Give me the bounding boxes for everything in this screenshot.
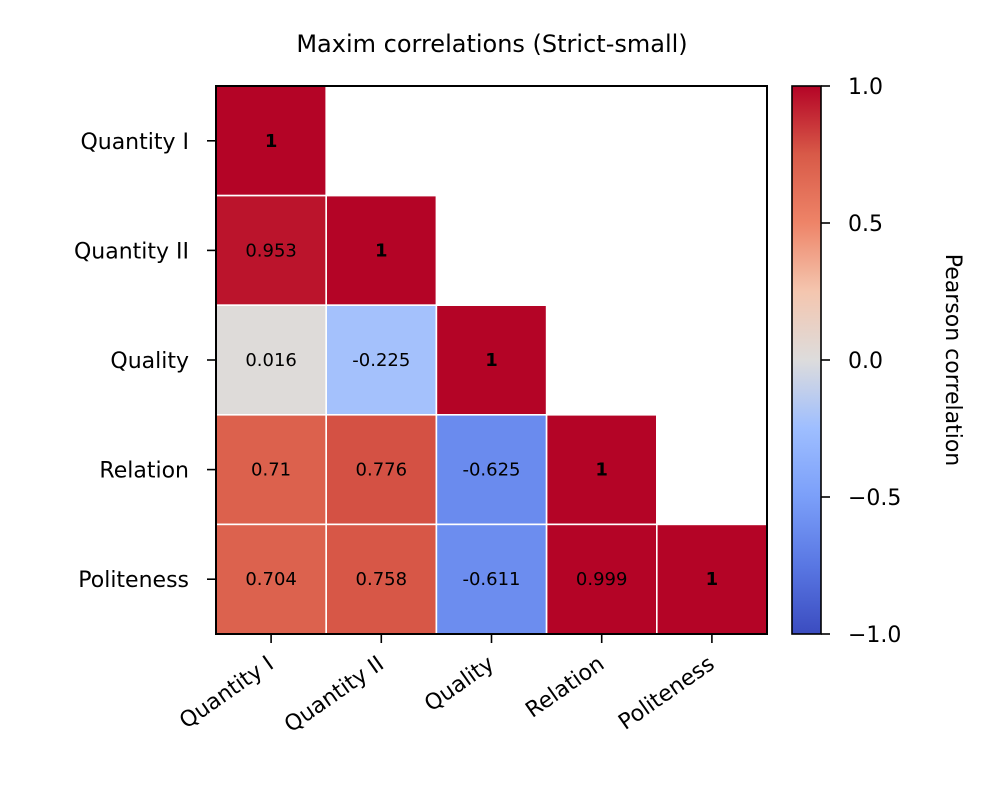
colorbar xyxy=(791,85,822,635)
y-tick-label: Quantity I xyxy=(80,130,189,155)
colorbar-tick-label: −1.0 xyxy=(848,623,901,648)
cell-value-label: 0.776 xyxy=(356,460,408,481)
x-tick-label: Politeness xyxy=(614,651,719,735)
cell-value-label: -0.625 xyxy=(462,460,520,481)
cell-value-label: 0.999 xyxy=(576,569,628,590)
x-tick-label: Quantity II xyxy=(280,651,389,737)
heatmap-cell xyxy=(215,304,327,416)
y-tick-label: Quality xyxy=(110,349,189,374)
cell-value-label: -0.225 xyxy=(352,350,410,371)
cell-value-label: 1 xyxy=(265,131,278,152)
heatmap-cell xyxy=(215,85,327,197)
heatmap-cell xyxy=(325,413,438,526)
heatmap-cells xyxy=(215,85,768,635)
cell-value-label: 1 xyxy=(706,569,719,590)
colorbar-label: Pearson correlation xyxy=(940,254,965,466)
heatmap-cell xyxy=(545,523,658,635)
x-axis: Quantity I Quantity II Quality Relation Poli… xyxy=(175,634,719,738)
chart-title: Maxim correlations (Strict-small) xyxy=(296,30,687,58)
y-tick-label: Quantity II xyxy=(74,239,189,264)
cell-value-labels: 1 0.953 1 0.016 -0.225 1 0.71 0.776 -0.625 1 0.704… xyxy=(245,131,718,590)
colorbar-tick-label: 0.5 xyxy=(848,212,883,237)
y-tick-label: Politeness xyxy=(78,568,189,593)
heatmap-cell xyxy=(325,194,438,307)
x-tick-label: Relation xyxy=(521,651,609,723)
x-tick-label: Quantity I xyxy=(175,651,278,734)
heatmap-cell xyxy=(325,523,438,635)
cell-value-label: 0.016 xyxy=(245,350,297,371)
colorbar-axis: 1.0 0.5 0.0 −0.5 −1.0 xyxy=(821,75,901,648)
colorbar-tick-label: 0.0 xyxy=(848,349,883,374)
colorbar-tick-label: 1.0 xyxy=(848,75,883,100)
heatmap-cell xyxy=(215,194,327,307)
cell-value-label: 0.758 xyxy=(356,569,408,590)
cell-value-label: 1 xyxy=(595,460,608,481)
cell-value-label: 1 xyxy=(375,240,388,261)
y-axis: Quantity I Quantity II Quality Relation Poli… xyxy=(74,130,216,593)
x-tick-label: Quality xyxy=(420,651,499,717)
colorbar-tick-label: −0.5 xyxy=(848,486,901,511)
heatmap-cell xyxy=(435,304,548,416)
cell-value-label: -0.611 xyxy=(462,569,520,590)
cell-value-label: 0.71 xyxy=(251,460,291,481)
cell-value-label: 0.953 xyxy=(245,240,297,261)
cell-value-label: 1 xyxy=(485,350,498,371)
cell-value-label: 0.704 xyxy=(245,569,297,590)
heatmap-cell xyxy=(545,413,658,526)
y-tick-label: Relation xyxy=(99,459,189,484)
